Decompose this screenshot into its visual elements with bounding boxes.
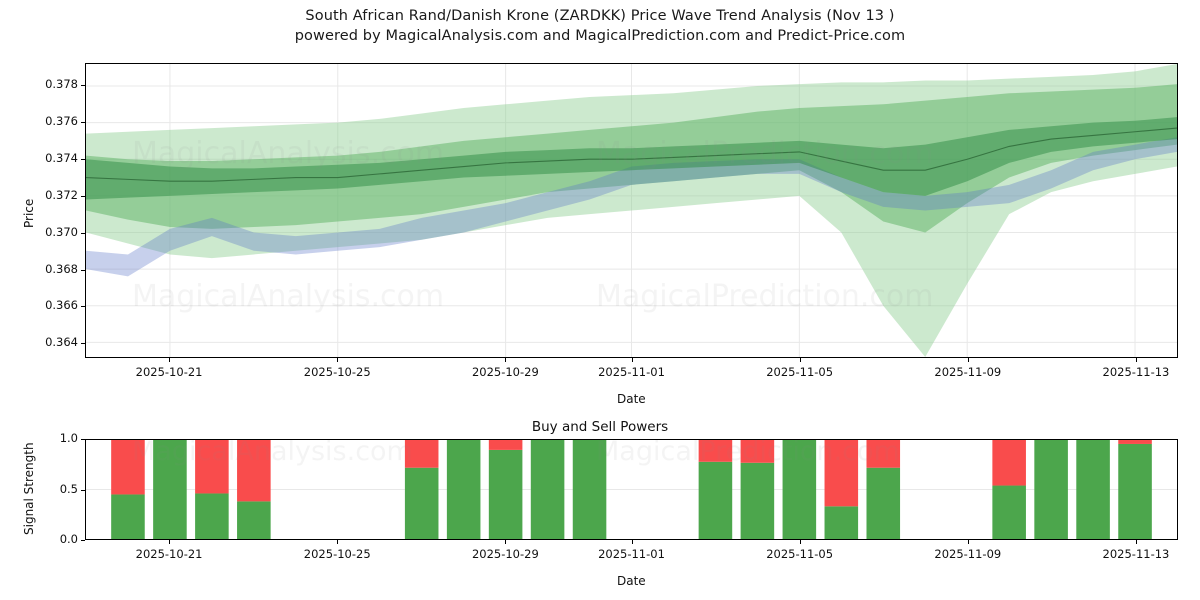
signal-y-tick-0: 0.0 (59, 532, 78, 546)
page-title: South African Rand/Danish Krone (ZARDKK)… (0, 6, 1200, 46)
price-y-tick-0: 0.364 (45, 335, 78, 350)
price-x-tick-0: 2025-10-21 (135, 365, 203, 379)
signal-x-tickmark-0 (169, 540, 171, 544)
price-x-tick-5: 2025-11-09 (934, 365, 1002, 379)
price-x-tickmark-6 (1135, 358, 1137, 362)
price-y-tickmark-1 (81, 306, 85, 308)
price-y-tick-6: 0.376 (45, 114, 78, 128)
signal-x-tickmark-2 (505, 540, 507, 544)
price-x-tickmark-0 (169, 358, 171, 362)
title-line-2: powered by MagicalAnalysis.com and Magic… (294, 28, 906, 44)
price-x-tickmark-4 (799, 358, 801, 362)
signal-x-tick-3: 2025-11-01 (598, 547, 665, 561)
signal-x-tickmark-4 (799, 540, 801, 544)
signal-x-tick-2: 2025-10-29 (471, 547, 539, 561)
signal-x-tickmark-1 (337, 540, 339, 544)
signal-y-tickmark-0 (81, 540, 85, 541)
signal-x-tick-6: 2025-11-13 (1102, 547, 1170, 561)
price-y-tick-4: 0.372 (45, 187, 78, 202)
price-x-tickmark-3 (631, 358, 633, 362)
signal-x-tick-1: 2025-10-25 (303, 547, 371, 561)
signal-x-tick-5: 2025-11-09 (934, 547, 1002, 561)
price-x-tick-2: 2025-10-29 (471, 365, 539, 379)
price-wave-plot: MagicalAnalysis.com MagicalPrediction.co… (85, 63, 1178, 358)
price-y-tick-5: 0.374 (45, 150, 78, 165)
price-y-tickmark-0 (81, 343, 85, 345)
price-y-tick-7: 0.378 (45, 77, 78, 92)
signal-x-axis-title: Date (617, 574, 646, 588)
signal-x-tick-4: 2025-11-05 (766, 547, 834, 561)
title-line-1: South African Rand/Danish Krone (ZARDKK)… (305, 8, 895, 24)
price-y-axis-title: Price (22, 198, 36, 228)
signal-x-tickmark-3 (631, 540, 633, 544)
price-x-axis-title: Date (617, 392, 646, 406)
price-y-tickmark-7 (81, 85, 85, 87)
price-y-tickmark-3 (81, 232, 85, 234)
price-x-tickmark-2 (505, 358, 507, 362)
price-x-tickmark-5 (967, 358, 969, 362)
price-x-tick-4: 2025-11-05 (766, 365, 834, 379)
signal-y-tick-2: 1.0 (59, 431, 78, 445)
price-y-tickmark-4 (81, 195, 85, 197)
signal-y-tickmark-2 (81, 439, 85, 440)
price-y-tick-3: 0.370 (45, 224, 78, 239)
signal-y-axis-title: Signal Strength (22, 442, 36, 535)
buy-sell-subtitle: Buy and Sell Powers (531, 419, 669, 435)
price-x-tickmark-1 (337, 358, 339, 362)
price-x-tick-6: 2025-11-13 (1102, 365, 1170, 379)
signal-y-tick-1: 0.5 (59, 481, 78, 496)
signal-x-tickmark-5 (967, 540, 969, 544)
price-wave-canvas (86, 64, 1177, 357)
price-y-tick-1: 0.366 (45, 298, 78, 313)
price-x-tick-3: 2025-11-01 (598, 365, 665, 379)
price-y-tickmark-2 (81, 269, 85, 271)
buy-sell-canvas (86, 440, 1177, 539)
buy-sell-plot: MagicalAnalysis.com MagicalPrediction.co… (85, 439, 1178, 540)
signal-x-tickmark-6 (1135, 540, 1137, 544)
signal-y-tickmark-1 (81, 489, 85, 491)
price-y-tick-2: 0.368 (45, 261, 78, 276)
price-y-tickmark-6 (81, 122, 85, 123)
price-x-tick-1: 2025-10-25 (303, 365, 371, 379)
signal-x-tick-0: 2025-10-21 (135, 547, 203, 561)
price-y-tickmark-5 (81, 158, 85, 160)
